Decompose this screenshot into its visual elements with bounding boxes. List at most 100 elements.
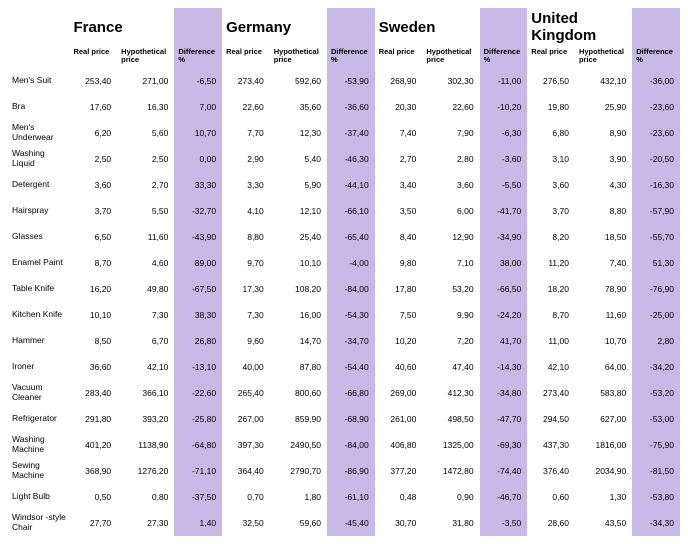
real-price: 261,00 [375, 406, 423, 432]
row-label: Windsor -style Chair [8, 510, 69, 536]
hypothetical-price: 366,10 [117, 380, 174, 406]
row-label: Glasses [8, 224, 69, 250]
hypothetical-price: 1472,80 [422, 458, 479, 484]
difference-pct: -61,10 [327, 484, 375, 510]
real-price: 4,10 [222, 198, 270, 224]
hypothetical-price: 592,60 [270, 68, 327, 94]
hypothetical-price: 7,40 [575, 250, 632, 276]
difference-pct: -41,70 [480, 198, 528, 224]
row-label: Washing Liquid [8, 146, 69, 172]
difference-pct: -37,40 [327, 120, 375, 146]
difference-pct: 0,00 [174, 146, 222, 172]
difference-pct: -6,30 [480, 120, 528, 146]
hypothetical-price: 2,80 [422, 146, 479, 172]
hypothetical-price: 0,80 [117, 484, 174, 510]
table-row: Ironer36,6042,10-13,1040,0087,80-54,4040… [8, 354, 680, 380]
real-price: 16,20 [69, 276, 117, 302]
hypothetical-price: 87,80 [270, 354, 327, 380]
difference-pct: 33,30 [174, 172, 222, 198]
difference-pct: 10,70 [174, 120, 222, 146]
difference-pct: 38,00 [480, 250, 528, 276]
real-price: 27,70 [69, 510, 117, 536]
real-price: 6,20 [69, 120, 117, 146]
table-row: Glasses6,5011,60-43,908,8025,40-65,408,4… [8, 224, 680, 250]
row-label: Men's Underwear [8, 120, 69, 146]
difference-pct: -6,50 [174, 68, 222, 94]
difference-pct: -64,80 [174, 432, 222, 458]
difference-pct: -36,00 [632, 68, 680, 94]
difference-pct: -74,40 [480, 458, 528, 484]
real-price: 3,70 [527, 198, 575, 224]
difference-pct: -13,10 [174, 354, 222, 380]
hypothetical-price: 11,60 [575, 302, 632, 328]
row-label: Detergent [8, 172, 69, 198]
hypothetical-price: 583,80 [575, 380, 632, 406]
difference-pct: -76,90 [632, 276, 680, 302]
real-price: 18,20 [527, 276, 575, 302]
col-diff: Difference % [327, 46, 375, 68]
difference-pct: -68,90 [327, 406, 375, 432]
real-price: 291,80 [69, 406, 117, 432]
hypothetical-price: 3,90 [575, 146, 632, 172]
real-price: 11,20 [527, 250, 575, 276]
difference-pct: 41,70 [480, 328, 528, 354]
real-price: 3,60 [527, 172, 575, 198]
country-header: United Kingdom [527, 8, 632, 46]
real-price: 7,40 [375, 120, 423, 146]
real-price: 3,40 [375, 172, 423, 198]
real-price: 0,60 [527, 484, 575, 510]
real-price: 2,90 [222, 146, 270, 172]
difference-pct: -11,00 [480, 68, 528, 94]
difference-pct: -46,70 [480, 484, 528, 510]
real-price: 7,70 [222, 120, 270, 146]
real-price: 30,70 [375, 510, 423, 536]
country-header-row: France Germany Sweden United Kingdom [8, 8, 680, 46]
row-label: Vacuum Cleaner [8, 380, 69, 406]
real-price: 8,70 [527, 302, 575, 328]
table-row: Vacuum Cleaner283,40366,10-22,60265,4080… [8, 380, 680, 406]
hypothetical-price: 627,00 [575, 406, 632, 432]
table-row: Hammer8,506,7026,809,6014,70-34,7010,207… [8, 328, 680, 354]
hypothetical-price: 16,30 [117, 94, 174, 120]
difference-pct: -57,90 [632, 198, 680, 224]
hypothetical-price: 1138,90 [117, 432, 174, 458]
difference-pct: -54,30 [327, 302, 375, 328]
difference-pct: -4,00 [327, 250, 375, 276]
difference-pct: -53,80 [632, 484, 680, 510]
real-price: 276,50 [527, 68, 575, 94]
difference-pct: -10,20 [480, 94, 528, 120]
hypothetical-price: 53,20 [422, 276, 479, 302]
difference-pct: -69,30 [480, 432, 528, 458]
real-price: 42,10 [527, 354, 575, 380]
row-label: Refrigerator [8, 406, 69, 432]
country-header: Sweden [375, 8, 480, 46]
hypothetical-price: 7,90 [422, 120, 479, 146]
hypothetical-price: 35,60 [270, 94, 327, 120]
hypothetical-price: 5,90 [270, 172, 327, 198]
difference-pct: -43,90 [174, 224, 222, 250]
real-price: 10,20 [375, 328, 423, 354]
hypothetical-price: 393,20 [117, 406, 174, 432]
real-price: 3,60 [69, 172, 117, 198]
difference-pct: -55,70 [632, 224, 680, 250]
table-row: Washing Liquid2,502,500,002,905,40-46,30… [8, 146, 680, 172]
hypothetical-price: 0,90 [422, 484, 479, 510]
hypothetical-price: 8,90 [575, 120, 632, 146]
real-price: 19,80 [527, 94, 575, 120]
real-price: 7,50 [375, 302, 423, 328]
difference-pct: -3,50 [480, 510, 528, 536]
difference-pct: 1,40 [174, 510, 222, 536]
real-price: 11,00 [527, 328, 575, 354]
real-price: 3,70 [69, 198, 117, 224]
hypothetical-price: 25,40 [270, 224, 327, 250]
real-price: 368,90 [69, 458, 117, 484]
real-price: 40,60 [375, 354, 423, 380]
col-diff: Difference % [174, 46, 222, 68]
difference-pct: -34,20 [632, 354, 680, 380]
row-label: Enamel Paint [8, 250, 69, 276]
real-price: 36,60 [69, 354, 117, 380]
hypothetical-price: 12,10 [270, 198, 327, 224]
col-real: Real price [222, 46, 270, 68]
country-header: Germany [222, 8, 327, 46]
real-price: 40,00 [222, 354, 270, 380]
